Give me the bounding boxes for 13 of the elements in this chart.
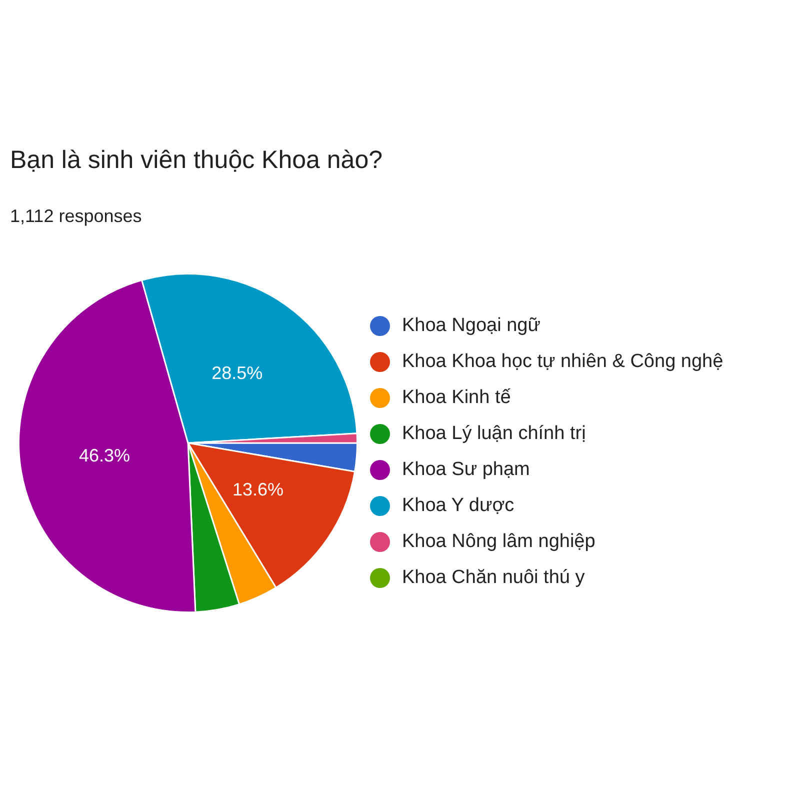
- chart-title: Bạn là sinh viên thuộc Khoa nào?: [10, 146, 382, 175]
- legend-label: Khoa Kinh tế: [402, 387, 511, 409]
- data-label: 28.5%: [212, 363, 263, 384]
- legend-label: Khoa Khoa học tự nhiên & Công nghệ: [402, 351, 724, 373]
- data-label: 13.6%: [232, 480, 284, 500]
- chart-subtitle: 1,112 responses: [10, 206, 142, 227]
- legend-label: Khoa Nông lâm nghiệp: [402, 531, 596, 553]
- legend-label: Khoa Lý luận chính trị: [402, 423, 586, 445]
- legend-label: Khoa Y dược: [402, 495, 514, 517]
- legend-label: Khoa Chăn nuôi thú y: [402, 567, 585, 589]
- legend-label: Khoa Ngoại ngữ: [402, 315, 540, 337]
- legend-label: Khoa Sư phạm: [402, 459, 530, 481]
- data-label: 46.3%: [78, 445, 130, 466]
